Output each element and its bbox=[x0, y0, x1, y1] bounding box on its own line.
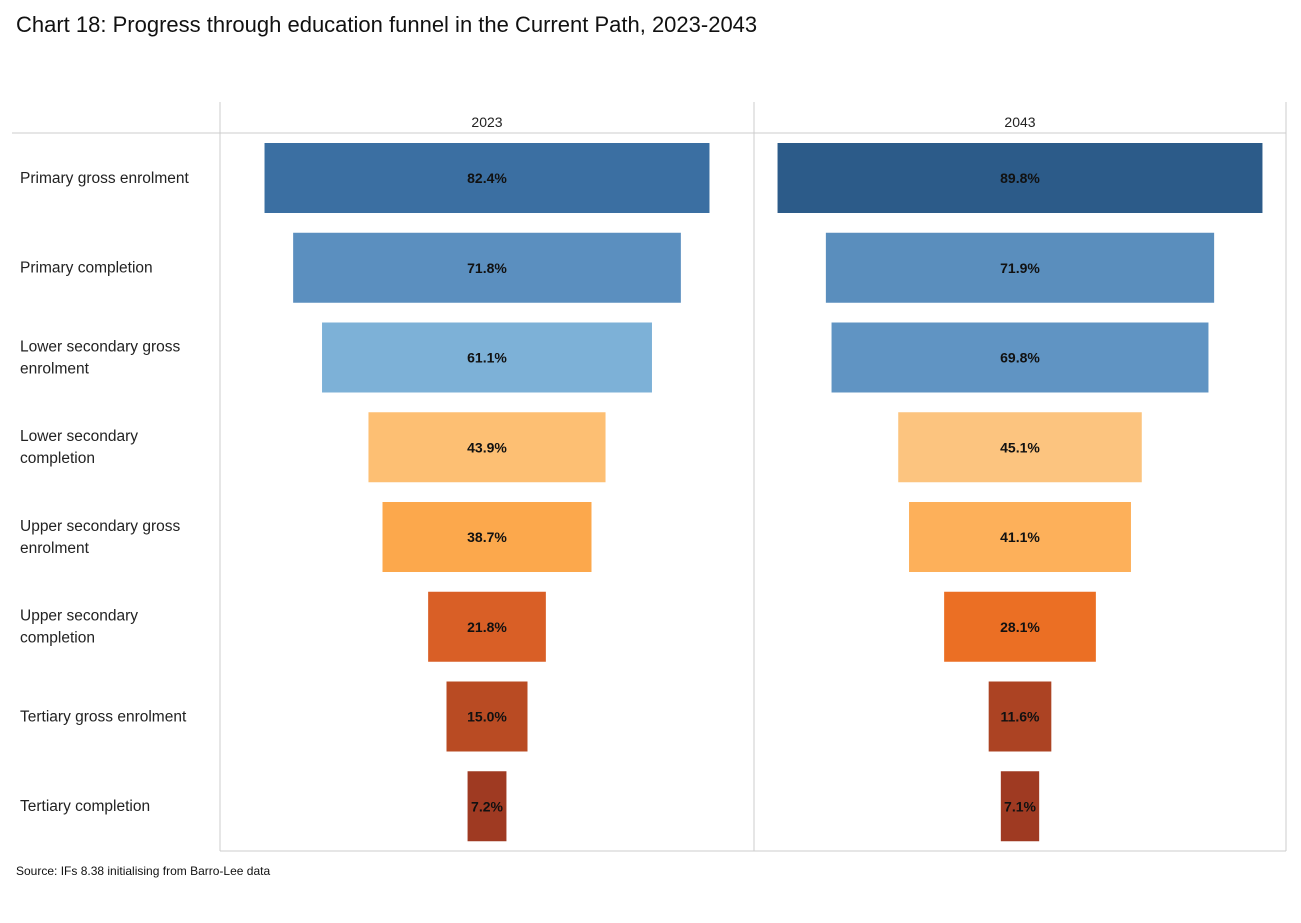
bar-label: 41.1% bbox=[1000, 529, 1040, 545]
bar-2023-0 bbox=[264, 143, 710, 213]
column-header-2043: 2043 bbox=[1004, 114, 1035, 130]
bar-label: 11.6% bbox=[1001, 709, 1040, 725]
chart-source: Source: IFs 8.38 initialising from Barro… bbox=[16, 864, 271, 878]
bar-2023-1 bbox=[293, 232, 681, 303]
row-label: Primary gross enrolment bbox=[20, 170, 190, 187]
bar-2043-3 bbox=[898, 412, 1142, 483]
bar-label: 38.7% bbox=[467, 529, 507, 545]
bar-label: 7.1% bbox=[1004, 798, 1036, 814]
bar-label: 21.8% bbox=[467, 619, 507, 635]
row-label: enrolment bbox=[20, 360, 90, 377]
bar-2023-6 bbox=[446, 681, 528, 752]
row-label: Tertiary completion bbox=[20, 798, 150, 815]
bar-2023-2 bbox=[322, 322, 652, 393]
bar-2023-7 bbox=[467, 771, 507, 842]
row-label: Lower secondary bbox=[20, 428, 138, 445]
bar-label: 15.0% bbox=[467, 709, 507, 725]
row-label: completion bbox=[20, 630, 95, 647]
bar-2043-5 bbox=[944, 591, 1096, 662]
bar-2043-4 bbox=[909, 502, 1131, 572]
bar-2023-4 bbox=[382, 502, 592, 572]
bar-2043-7 bbox=[1000, 771, 1040, 842]
bar-label: 71.8% bbox=[467, 260, 507, 276]
bar-2043-6 bbox=[988, 681, 1052, 752]
row-label: completion bbox=[20, 450, 95, 467]
row-label: Upper secondary bbox=[20, 608, 138, 625]
bar-label: 45.1% bbox=[1000, 439, 1040, 455]
bar-label: 61.1% bbox=[467, 350, 507, 366]
row-label: enrolment bbox=[20, 540, 90, 557]
row-label: Primary completion bbox=[20, 260, 153, 277]
bar-2043-0 bbox=[777, 143, 1263, 213]
bar-label: 7.2% bbox=[471, 798, 503, 814]
row-label: Tertiary gross enrolment bbox=[20, 708, 187, 725]
bar-label: 82.4% bbox=[467, 170, 507, 186]
row-label: Upper secondary gross bbox=[20, 518, 180, 535]
bar-label: 28.1% bbox=[1000, 619, 1040, 635]
bar-2023-5 bbox=[428, 591, 546, 662]
bar-2043-1 bbox=[825, 232, 1215, 303]
bar-label: 69.8% bbox=[1000, 350, 1040, 366]
bar-label: 89.8% bbox=[1000, 170, 1040, 186]
column-header-2023: 2023 bbox=[471, 114, 502, 130]
bar-label: 71.9% bbox=[1000, 260, 1040, 276]
bar-2043-2 bbox=[831, 322, 1209, 393]
chart-title: Chart 18: Progress through education fun… bbox=[16, 12, 758, 37]
bar-2023-3 bbox=[368, 412, 606, 483]
row-label: Lower secondary gross bbox=[20, 338, 180, 355]
bar-label: 43.9% bbox=[467, 439, 507, 455]
